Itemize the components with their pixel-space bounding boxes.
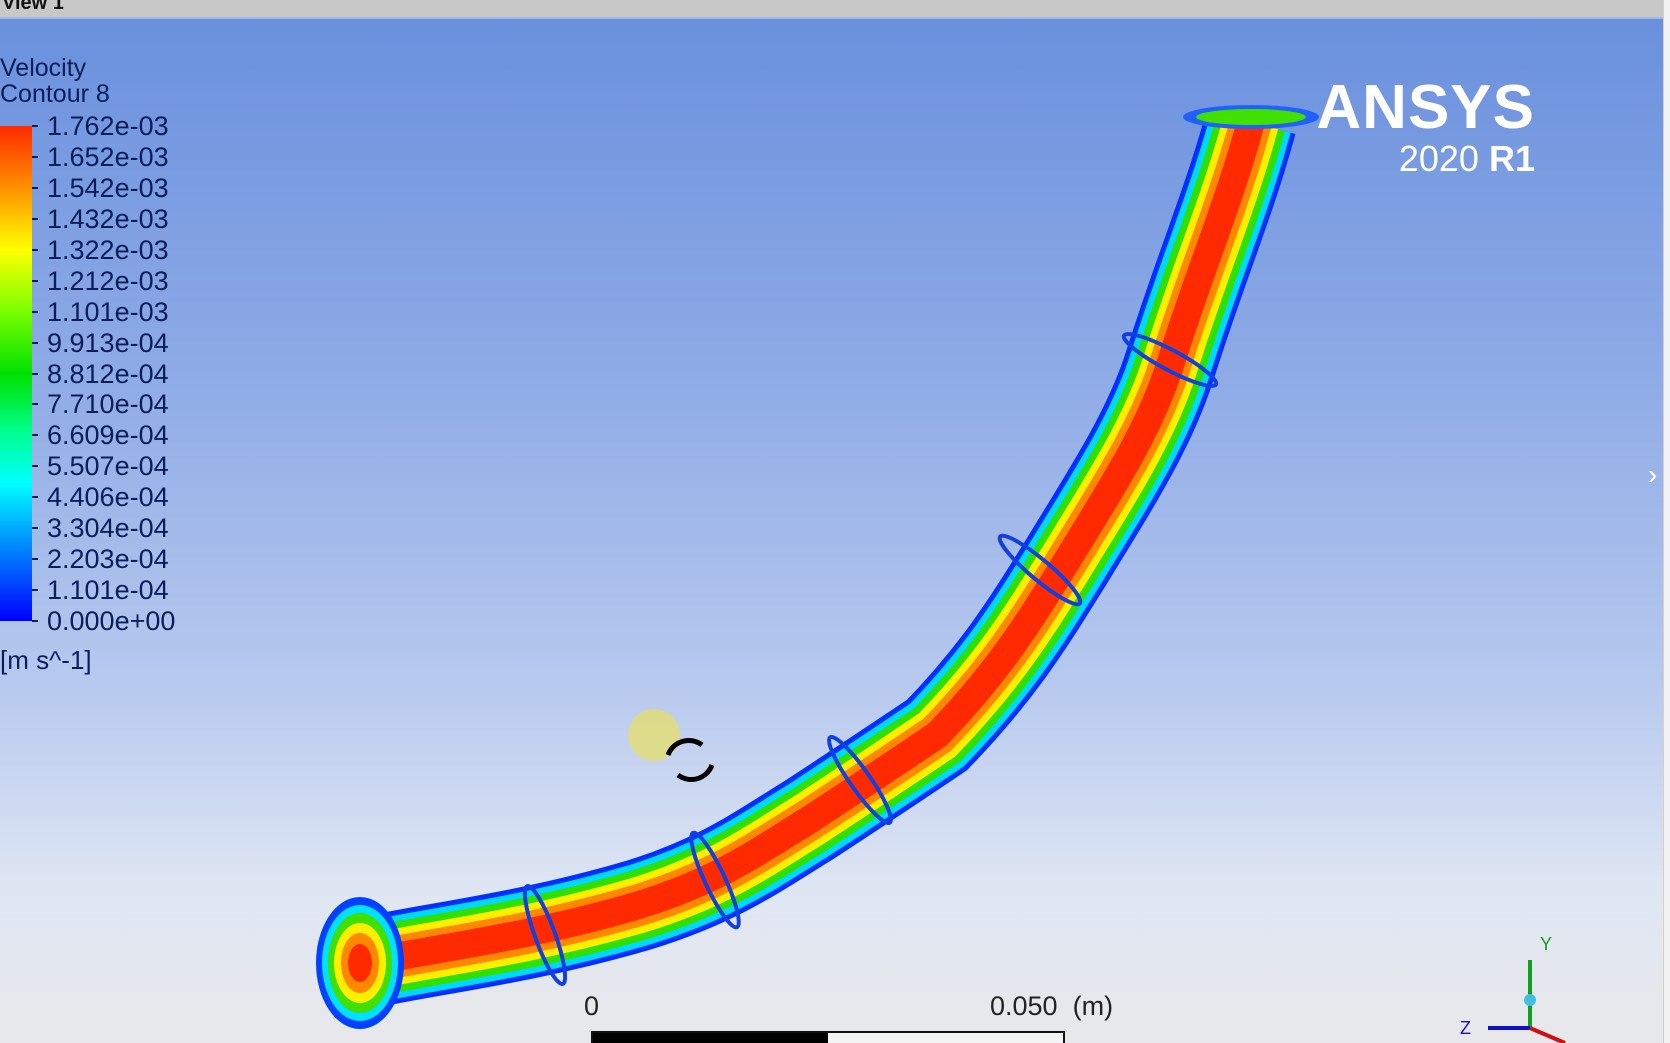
legend-level: 3.304e-04: [47, 513, 169, 544]
legend-colorbar: [0, 126, 32, 621]
legend-level: 1.322e-03: [47, 234, 169, 265]
contour-band: [358, 118, 1265, 978]
legend-level: 7.710e-04: [47, 389, 169, 420]
legend-level: 9.913e-04: [47, 327, 169, 358]
pipe-segment-joint: [1121, 332, 1219, 388]
pipe-segment-joint: [689, 830, 741, 930]
legend-level: 1.101e-04: [47, 575, 169, 606]
pipe-contour: Y Z: [316, 105, 1566, 1043]
view-title-bar: View 1: [0, 0, 1670, 19]
graphics-viewport[interactable]: Y Z Velocity Contour 8 1.762e-03 1.652e-0…: [0, 19, 1663, 1043]
legend-level: 5.507e-04: [47, 451, 169, 482]
scale-start: 0: [584, 991, 600, 1021]
legend-level: 8.812e-04: [47, 358, 169, 389]
scale-end: 0.050 (m): [990, 991, 1114, 1021]
legend-tick: [32, 496, 38, 499]
pipe-segment-joint: [997, 533, 1083, 607]
legend-tick: [32, 589, 38, 592]
legend-tick: [32, 125, 38, 127]
legend-tick: [32, 217, 38, 220]
panel-edge: [1663, 0, 1670, 1043]
rotate-icon: [665, 738, 715, 782]
legend-level: 1.212e-03: [47, 265, 169, 296]
legend-level: 1.762e-03: [47, 111, 169, 141]
scale-bar: [591, 1031, 1065, 1043]
legend-tick: [32, 403, 38, 406]
legend-tick: [32, 186, 38, 189]
legend-level: 1.101e-03: [47, 296, 169, 327]
legend-tick: [32, 279, 38, 282]
pipe-segment-joint: [827, 735, 893, 825]
chevron-right-icon[interactable]: ›: [1648, 459, 1658, 490]
axis-z-label: Z: [1460, 1018, 1471, 1038]
logo-year: 2020: [1398, 138, 1479, 179]
legend-tick: [32, 341, 38, 344]
logo-release: R1: [1488, 138, 1535, 179]
legend-level: 4.406e-04: [47, 482, 169, 513]
legend-level: 6.609e-04: [47, 420, 169, 451]
legend-tick: [32, 248, 38, 251]
legend-level: 1.542e-03: [47, 172, 169, 203]
cursor-highlight: [628, 709, 680, 761]
legend-tick: [32, 434, 38, 437]
legend-level: 1.432e-03: [47, 203, 169, 234]
view-title: View 1: [2, 0, 64, 14]
legend-tick: [32, 372, 38, 375]
legend-tick: [32, 620, 38, 622]
legend-level: 0.000e+00: [47, 606, 176, 636]
axis-triad: Y Z: [1460, 934, 1566, 1043]
pipe-segment-joint: [522, 884, 568, 986]
legend-tick: [32, 527, 38, 530]
legend-tick: [32, 558, 38, 561]
logo-brand: ANSYS: [1316, 73, 1535, 142]
legend-name: Contour 8: [0, 80, 110, 108]
ansys-logo: ANSYS 2020 R1: [1316, 77, 1535, 179]
axis-y-label: Y: [1540, 934, 1552, 954]
legend-level: 2.203e-04: [47, 544, 169, 575]
legend-variable: Velocity: [0, 54, 87, 82]
legend-level: 1.652e-03: [47, 141, 169, 172]
legend-tick: [32, 155, 38, 158]
legend-units: [m s^-1]: [0, 645, 92, 675]
legend-tick: [32, 310, 38, 313]
legend-tick: [32, 465, 38, 468]
